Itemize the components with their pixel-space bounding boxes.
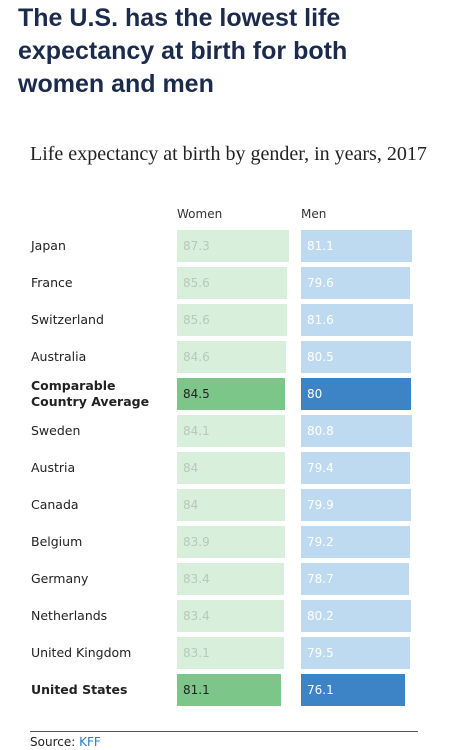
value-label: 80: [307, 387, 323, 401]
row-label: Japan: [31, 238, 66, 253]
row-label: Switzerland: [31, 312, 104, 327]
value-label: 84: [183, 498, 199, 512]
chart-title: The U.S. has the lowest life expectancy …: [18, 4, 348, 98]
bar: [177, 378, 286, 410]
bar: [177, 489, 285, 521]
bar: [301, 563, 410, 595]
bar: [177, 674, 282, 706]
bar: [177, 267, 287, 299]
row-label: Netherlands: [31, 608, 108, 623]
row-label: Comparable Country Average: [31, 378, 150, 409]
bar: [177, 637, 284, 669]
bar: [301, 415, 412, 447]
value-label: 81.6: [307, 313, 334, 327]
value-label: 80.2: [307, 609, 334, 623]
bar: [301, 674, 406, 706]
bar: [301, 230, 413, 262]
bar: [177, 526, 285, 558]
bar: [177, 341, 286, 373]
bar: [301, 452, 410, 484]
value-label: 87.3: [183, 239, 210, 253]
bar: [301, 600, 412, 632]
value-label: 83.4: [183, 609, 210, 623]
source-link[interactable]: KFF: [79, 735, 101, 749]
bar: [301, 489, 411, 521]
bar: [177, 304, 287, 336]
row-label: Belgium: [31, 534, 83, 549]
value-label: 76.1: [307, 683, 334, 697]
bar: [177, 415, 285, 447]
row-label: United Kingdom: [31, 645, 132, 660]
value-label: 80.8: [307, 424, 334, 438]
column-header: Men: [301, 207, 327, 221]
value-label: 79.4: [307, 461, 334, 475]
row-label: Australia: [31, 349, 87, 364]
source: Source: KFF: [30, 735, 101, 749]
row-label: United States: [31, 682, 128, 697]
row-label: Austria: [31, 460, 76, 475]
value-label: 79.9: [307, 498, 334, 512]
value-label: 81.1: [183, 683, 210, 697]
value-label: 84: [183, 461, 199, 475]
value-label: 80.5: [307, 350, 334, 364]
row-label: Canada: [31, 497, 79, 512]
bar: [301, 526, 410, 558]
bar: [301, 304, 413, 336]
value-label: 84.1: [183, 424, 210, 438]
bar: [301, 341, 412, 373]
row-label: Sweden: [31, 423, 81, 438]
bar: [177, 452, 285, 484]
row-label: Germany: [31, 571, 89, 586]
value-label: 78.7: [307, 572, 334, 586]
value-label: 83.4: [183, 572, 210, 586]
value-label: 79.2: [307, 535, 334, 549]
bar: [177, 600, 284, 632]
value-label: 84.5: [183, 387, 210, 401]
value-label: 83.1: [183, 646, 210, 660]
divider: [30, 731, 418, 732]
value-label: 85.6: [183, 276, 210, 290]
value-label: 79.6: [307, 276, 334, 290]
column-header: Women: [177, 207, 223, 221]
bar: [301, 378, 411, 410]
bar: [177, 563, 284, 595]
bar: [301, 637, 411, 669]
source-label: Source:: [30, 735, 76, 749]
value-label: 81.1: [307, 239, 334, 253]
value-label: 79.5: [307, 646, 334, 660]
value-label: 83.9: [183, 535, 210, 549]
value-label: 85.6: [183, 313, 210, 327]
bar: [301, 267, 411, 299]
bar: [177, 230, 289, 262]
chart-subtitle: Life expectancy at birth by gender, in y…: [30, 143, 427, 165]
value-label: 84.6: [183, 350, 210, 364]
row-label: France: [31, 275, 73, 290]
